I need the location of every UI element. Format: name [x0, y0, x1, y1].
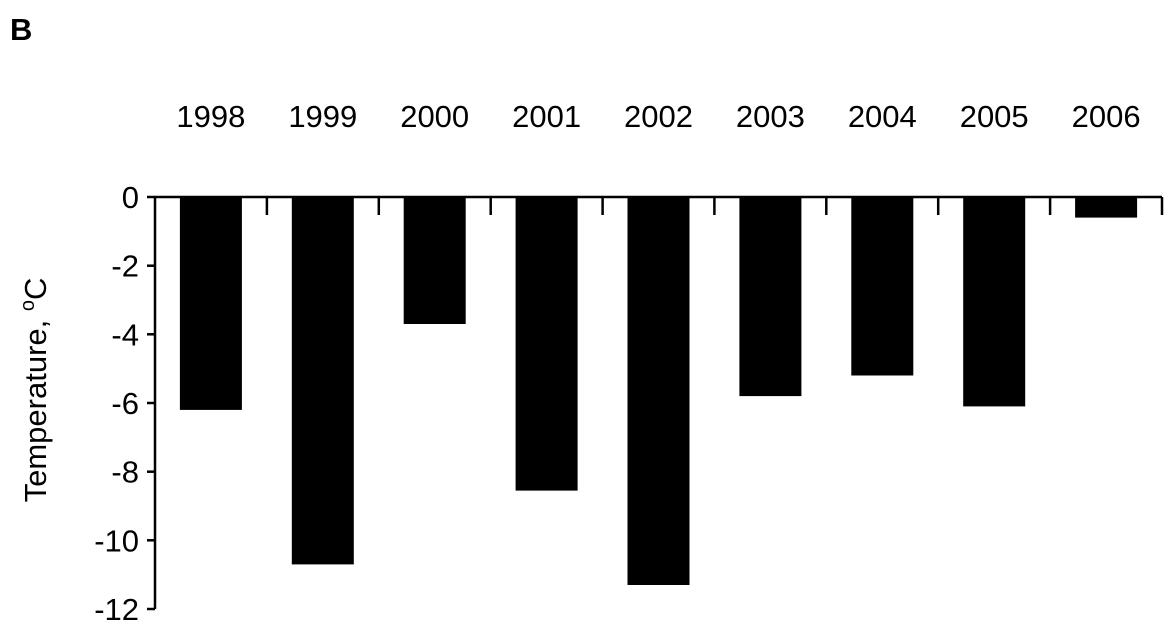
bar-1999	[291, 197, 354, 565]
axes-group	[147, 195, 1164, 611]
x-tick-label: 2004	[848, 99, 917, 134]
y-axis-title: Temperature, oC	[17, 278, 53, 503]
y-axis-label-text: Temperature,	[18, 311, 53, 502]
y-axis-unit-superscript: o	[17, 300, 39, 311]
x-tick-label: 2001	[512, 99, 581, 134]
bar-2005	[963, 197, 1026, 407]
bar-2003	[739, 197, 802, 397]
x-tick-label: 2006	[1072, 99, 1141, 134]
panel-label: B	[10, 12, 32, 47]
y-axis-unit: C	[18, 278, 53, 300]
bars-group	[179, 197, 1138, 585]
x-tick-label: 1999	[288, 99, 357, 134]
y-tick-label: -2	[111, 249, 139, 284]
x-tick-label: 2002	[624, 99, 693, 134]
y-axis-label: Temperature, oC	[17, 278, 53, 503]
y-tick-label: -4	[111, 317, 139, 352]
x-tick-label: 2003	[736, 99, 805, 134]
x-tick-label: 1998	[176, 99, 245, 134]
y-tick-label: -10	[94, 523, 139, 558]
y-tick-label: -8	[111, 455, 139, 490]
y-tick-label: 0	[122, 180, 139, 215]
y-tick-labels: 0 -2 -4 -6 -8 -10 -12	[94, 180, 139, 627]
bar-2002	[627, 197, 690, 585]
x-tick-label: 2005	[960, 99, 1029, 134]
bar-2001	[515, 197, 578, 491]
bar-2006	[1075, 197, 1138, 218]
y-tick-label: -12	[94, 592, 139, 625]
x-tick-labels: 1998 1999 2000 2001 2002 2003 2004 2005 2006	[176, 99, 1140, 134]
x-tick-label: 2000	[400, 99, 469, 134]
y-tick-label: -6	[111, 386, 139, 421]
bar-2004	[851, 197, 914, 376]
bar-2000	[403, 197, 466, 324]
bar-1998	[179, 197, 242, 410]
